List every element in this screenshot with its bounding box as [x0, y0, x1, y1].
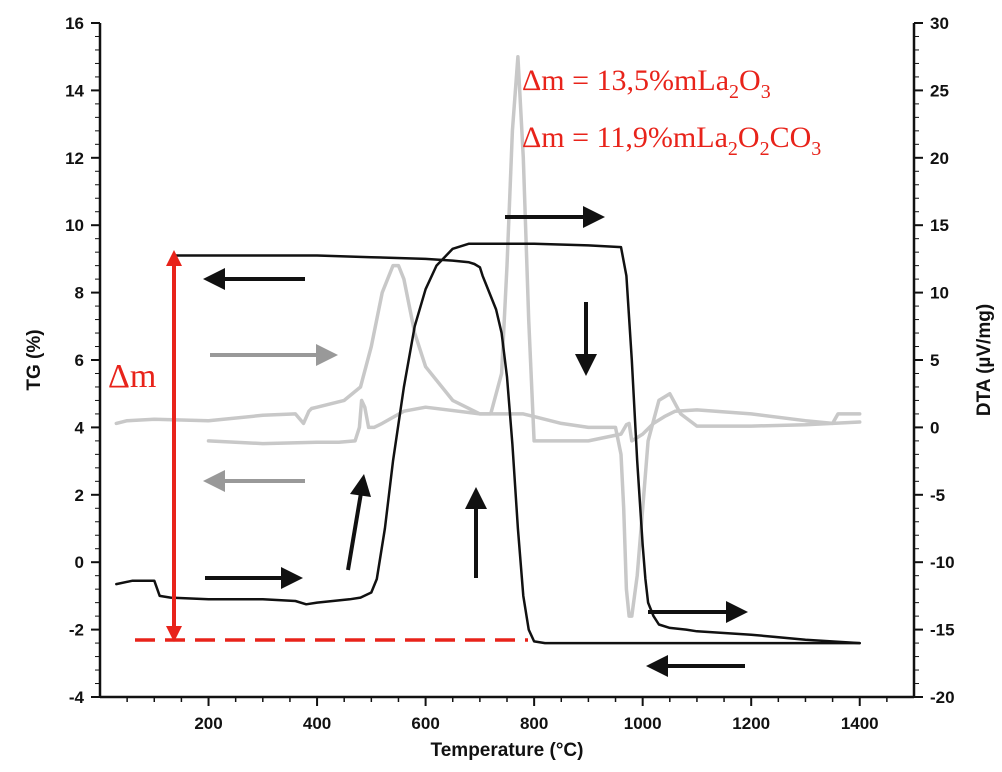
y-right-tick-label: 0 [930, 418, 939, 437]
y-right-tick-label: 30 [930, 14, 949, 33]
delta-m-label: Δm [108, 358, 156, 395]
mass-loss-la2o3-prefix: Δm = 13,5%mLa [522, 64, 729, 97]
mass-loss-annotation: Δm Δm = 13,5%mLa2O3 Δm = 11,9%mLa2O2CO3 [108, 64, 821, 642]
y-left-tick-label: 2 [75, 486, 84, 505]
y-axis-right-title: DTA (µV/mg) [974, 304, 995, 416]
arrow-tg-top-right [505, 206, 605, 228]
y-right-tick-label: 25 [930, 81, 949, 100]
mass-loss-la2o3-sub2: 3 [761, 81, 771, 103]
y-left-tick-label: 4 [75, 418, 85, 437]
arrow-tg-rise-1 [346, 474, 371, 571]
mass-loss-la2o3-sub1: 2 [729, 81, 739, 103]
y-axis-left-title: TG (%) [24, 329, 45, 390]
y-right-tick-label: 10 [930, 284, 949, 303]
x-tick-label: 600 [411, 714, 439, 733]
x-axis-title: Temperature (°C) [431, 740, 584, 761]
arrow-dta-heating-right [210, 344, 338, 366]
y-left-tick-label: -4 [69, 688, 85, 707]
mass-loss-la2o2co3-mid: O [738, 121, 760, 154]
dta-heating-series [114, 54, 862, 443]
y-right-tick-label: -5 [930, 486, 945, 505]
y-left-tick-label: 10 [65, 216, 84, 235]
y-right-tick-label: 15 [930, 216, 949, 235]
y-left-tick-label: 14 [65, 81, 84, 100]
arrow-tg-down [575, 302, 597, 376]
y-left-tick-label: 0 [75, 553, 84, 572]
mass-loss-la2o3-mid: O [739, 64, 761, 97]
mass-loss-la2o2co3-prefix: Δm = 11,9%mLa [522, 121, 728, 154]
y-right-tick-label: -20 [930, 688, 955, 707]
y-left-tick-label: 8 [75, 284, 84, 303]
mass-loss-la2o2co3-sub1: 2 [728, 138, 738, 160]
y-right-tick-label: -15 [930, 621, 955, 640]
y-right-tick-label: 5 [930, 351, 939, 370]
x-tick-label: 1000 [624, 714, 662, 733]
series-layer [114, 54, 862, 645]
x-tick-label: 1400 [841, 714, 879, 733]
arrow-tg-cooling-left [203, 268, 305, 290]
arrow-tg-end-right [648, 601, 748, 623]
tg-heating-series [115, 242, 861, 645]
mass-loss-la2o2co3-sub2: 2 [760, 138, 770, 160]
x-tick-label: 1200 [732, 714, 770, 733]
mass-loss-la2o2co3-tail: CO [770, 121, 812, 154]
x-tick-label: 800 [520, 714, 548, 733]
tg-cooling-series [174, 254, 861, 645]
y-right-tick-label: 20 [930, 149, 949, 168]
mass-loss-la2o2co3-label: Δm = 11,9%mLa2O2CO3 [522, 121, 821, 160]
x-tick-label: 200 [194, 714, 222, 733]
direction-arrows [203, 206, 748, 677]
arrow-tg-rise-2 [465, 487, 487, 578]
y-left-tick-label: 6 [75, 351, 84, 370]
x-tick-label: 400 [303, 714, 331, 733]
y-left-tick-label: 12 [65, 149, 84, 168]
arrow-dta-cooling-left [203, 470, 305, 492]
y-left-tick-label: 16 [65, 14, 84, 33]
dta-cooling-series [206, 391, 862, 618]
mass-loss-la2o3-label: Δm = 13,5%mLa2O3 [522, 64, 771, 103]
arrow-tg-heating-right [205, 567, 303, 589]
y-left-tick-label: -2 [69, 621, 84, 640]
ticks-layer: 200 400 600 800 1000 1200 1400-4-2024681012141… [65, 14, 955, 733]
y-right-tick-label: -10 [930, 553, 955, 572]
mass-loss-la2o2co3-sub3: 3 [811, 138, 821, 160]
arrow-tg-end-left [646, 655, 745, 677]
